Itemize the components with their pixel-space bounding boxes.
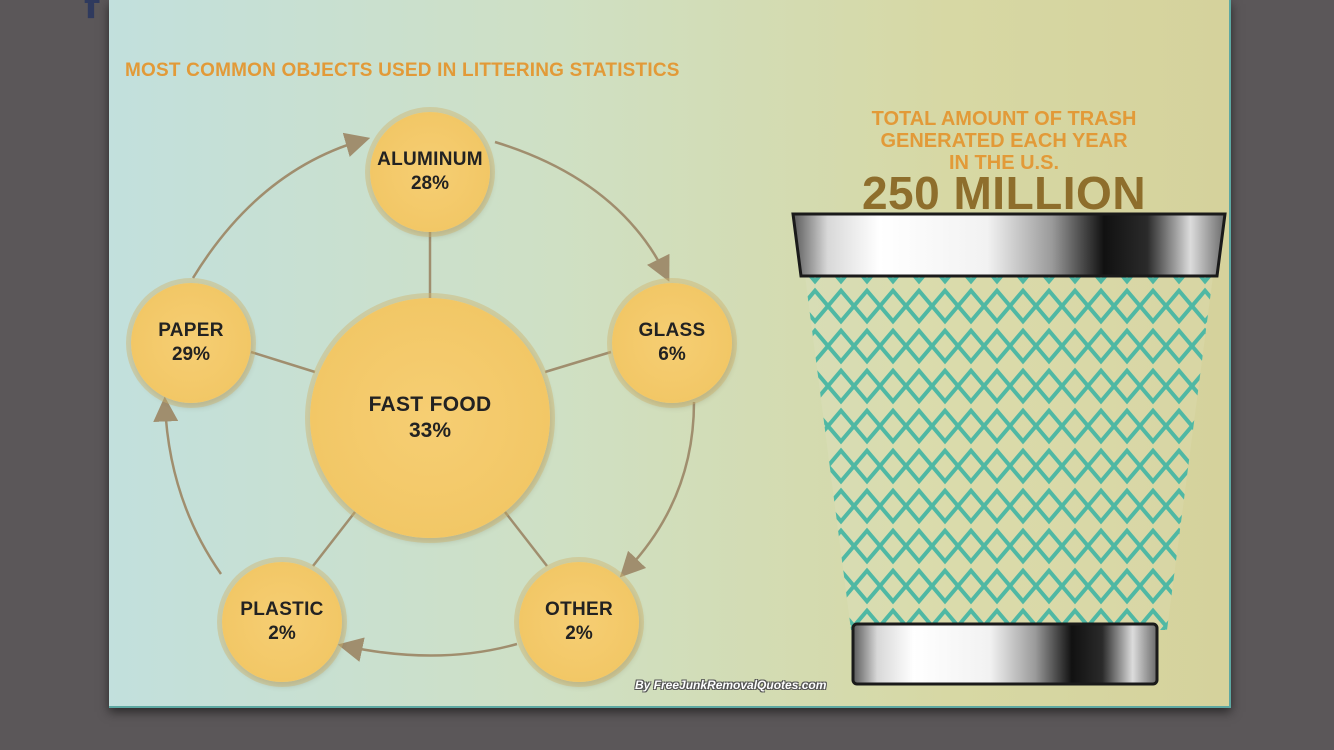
node-percent: 29% — [171, 344, 211, 365]
trash-can-bottom-rim — [851, 622, 1159, 686]
node-paper: PAPER 29% — [131, 283, 251, 403]
infographic: MOST COMMON OBJECTS USED IN LITTERING ST… — [109, 0, 1231, 708]
stat-title-line: GENERATED EACH YEAR — [880, 130, 1128, 152]
arrow-other-to-plastic — [337, 637, 518, 662]
spoke-glass — [544, 350, 612, 374]
trash-can-mesh — [805, 276, 1213, 630]
node-percent: 28% — [410, 173, 450, 194]
node-percent: 6% — [658, 344, 686, 365]
spoke-paper — [250, 350, 316, 374]
arrow-paper-to-aluminum — [191, 132, 371, 279]
trash-can-top-rim — [791, 212, 1227, 278]
node-percent: 2% — [565, 623, 593, 644]
trash-can-icon — [791, 212, 1227, 686]
spoke-other — [504, 511, 548, 567]
arrow-aluminum-to-glass — [494, 140, 670, 282]
stat-value: 250 MILLION — [861, 167, 1147, 219]
node-label: PLASTIC — [240, 599, 324, 620]
node-other: OTHER 2% — [519, 562, 639, 682]
facebook-icon[interactable]: f — [84, 0, 100, 27]
stat-title: TOTAL AMOUNT OF TRASH GENERATED EACH YEA… — [809, 108, 1199, 174]
node-label: GLASS — [638, 320, 706, 341]
spoke-plastic — [312, 511, 356, 567]
node-glass: GLASS 6% — [612, 283, 732, 403]
node-fast-food: FAST FOOD 33% — [310, 298, 550, 538]
node-label: PAPER — [158, 320, 224, 341]
node-aluminum: ALUMINUM 28% — [370, 112, 490, 232]
node-label: OTHER — [545, 599, 613, 620]
node-label: ALUMINUM — [377, 149, 483, 170]
arrow-plastic-to-paper — [153, 396, 223, 575]
node-percent: 33% — [408, 419, 452, 442]
node-label: FAST FOOD — [368, 393, 492, 416]
arrow-glass-to-other — [619, 401, 696, 578]
node-percent: 2% — [268, 623, 296, 644]
stat-title-line: TOTAL AMOUNT OF TRASH — [871, 108, 1137, 130]
credit-watermark: By FreeJunkRemovalQuotes.com — [635, 678, 827, 692]
node-plastic: PLASTIC 2% — [222, 562, 342, 682]
stat-title-line: IN THE U.S. — [948, 152, 1059, 174]
cycle-diagram — [153, 132, 696, 662]
infographic-headline: MOST COMMON OBJECTS USED IN LITTERING ST… — [125, 60, 680, 81]
